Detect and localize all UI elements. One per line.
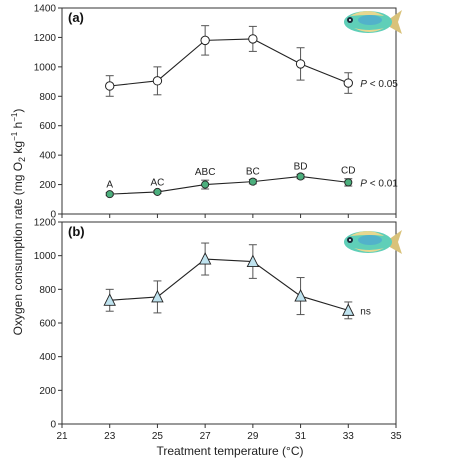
panel-label: (a) — [68, 10, 84, 25]
data-point — [105, 81, 115, 91]
series-line — [109, 258, 349, 311]
plot-frame — [61, 7, 397, 215]
series-line — [109, 38, 349, 87]
data-point — [152, 76, 163, 86]
fish-icon — [344, 230, 402, 254]
data-point — [294, 289, 307, 302]
series-line — [109, 175, 349, 195]
plot-frame — [61, 221, 397, 425]
data-point — [153, 187, 162, 196]
significance-letter: BD — [294, 161, 308, 172]
y-tick-label: 800 — [39, 92, 56, 103]
x-tick-label: 23 — [104, 431, 116, 442]
data-point — [343, 78, 353, 88]
y-tick-label: 1000 — [34, 62, 57, 73]
panel-label: (b) — [68, 224, 85, 239]
x-axis-label: Treatment temperature (°C) — [156, 444, 303, 458]
fish-icon — [344, 10, 402, 34]
data-point — [342, 303, 355, 316]
data-point — [151, 289, 164, 303]
data-point — [246, 254, 260, 268]
significance-letter: A — [106, 180, 113, 191]
y-tick-label: 200 — [39, 180, 56, 191]
data-point — [248, 34, 258, 44]
y-tick-label: 1200 — [34, 218, 57, 229]
x-tick-label: 27 — [200, 431, 212, 442]
significance-letter: ABC — [195, 167, 216, 178]
data-point — [248, 177, 257, 186]
data-point — [103, 293, 116, 306]
x-tick-label: 29 — [247, 431, 259, 442]
significance-letter: AC — [150, 177, 164, 188]
significance-annotation: P < 0.05 — [360, 79, 398, 90]
panel-b: 0 200 400 600 800 1000 1200 (b) ns — [34, 218, 397, 431]
significance-annotation: P < 0.01 — [360, 178, 398, 189]
y-axis-label: Oxygen consumption rate (mg O2 kg−1 h−1) — [10, 109, 27, 336]
data-point — [198, 252, 212, 265]
data-point — [105, 190, 114, 199]
x-tick-label: 35 — [390, 431, 402, 442]
y-tick-label: 400 — [39, 352, 56, 363]
significance-letter: CD — [341, 166, 355, 177]
significance-annotation: ns — [360, 306, 371, 317]
y-tick-label: 400 — [39, 151, 56, 162]
y-tick-label: 1200 — [34, 33, 57, 44]
x-tick-label: 33 — [343, 431, 355, 442]
x-tick-label: 31 — [295, 431, 307, 442]
significance-letter: BC — [246, 166, 260, 177]
y-tick-label: 600 — [39, 121, 56, 132]
x-tick-label: 25 — [152, 431, 164, 442]
y-tick-label: 200 — [39, 386, 56, 397]
y-tick-label: 800 — [39, 285, 56, 296]
x-tick-label: 21 — [56, 431, 68, 442]
data-point — [344, 178, 353, 187]
y-tick-label: 600 — [39, 319, 56, 330]
data-point — [200, 35, 210, 46]
y-tick-label: 0 — [50, 420, 56, 431]
panel-a: 0 200 400 600 800 1000 1200 1400 (a) P < 0.05 A AC A… — [34, 4, 399, 221]
data-point — [296, 172, 305, 181]
x-axis: 21 23 25 27 29 31 33 35 — [56, 431, 402, 442]
data-point — [201, 180, 210, 189]
data-point — [295, 59, 306, 69]
y-tick-label: 1400 — [34, 4, 57, 15]
y-tick-label: 0 — [50, 210, 56, 221]
y-tick-label: 1000 — [34, 251, 57, 262]
